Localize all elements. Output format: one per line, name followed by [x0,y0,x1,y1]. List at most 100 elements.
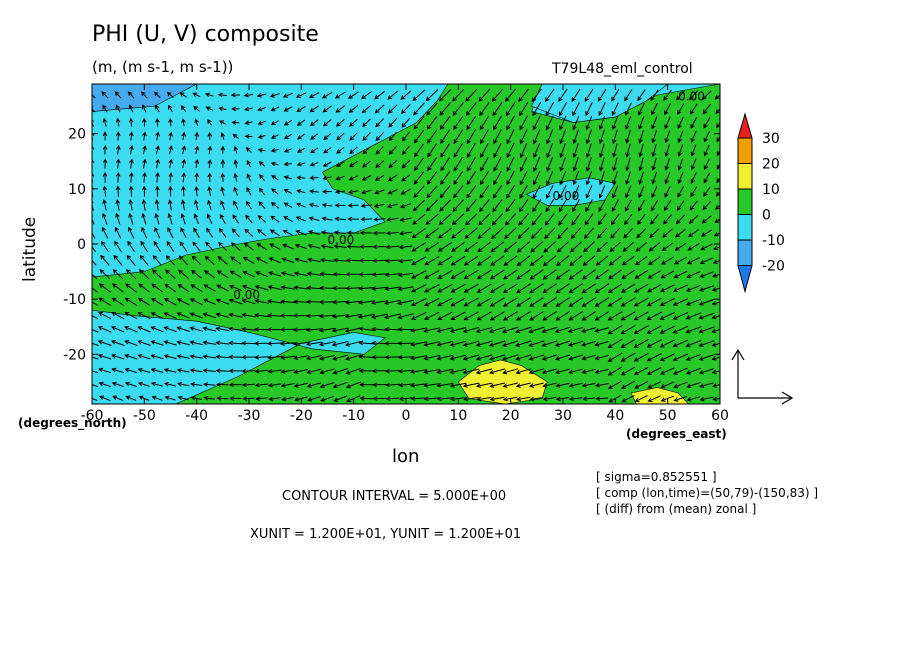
wind-vector [660,311,676,320]
wind-vector [639,157,644,171]
wind-vector [517,227,530,239]
wind-vector-head [218,241,223,247]
wind-vector-head [608,261,614,266]
wind-vector-head [359,230,365,236]
wind-vector-head [559,139,564,145]
wind-vector-head [659,301,665,306]
wind-vector [503,283,518,293]
wind-vector-head [620,371,626,376]
wind-vector-head [115,199,121,205]
wind-vector-head [194,199,199,205]
wind-vector-head [690,137,695,143]
wind-vector-head [176,354,182,359]
wind-vector-head [87,284,91,288]
wind-vector [246,187,252,196]
wind-vector-head [151,395,157,401]
wind-vector-head [202,340,208,346]
wind-vector-head [581,383,587,388]
wind-vector [335,218,346,221]
wind-vector [678,130,684,143]
wind-vector [713,397,720,400]
wind-vector [503,297,518,307]
wind-vector-head [179,241,185,247]
wind-vector-head [581,369,587,375]
wind-vector-head [192,92,198,97]
wind-vector-head [506,125,511,131]
wind-vector-head [546,153,551,159]
wind-vector [103,118,107,127]
wind-vector [115,105,121,113]
wind-vector [164,382,177,387]
wind-vector [127,241,135,253]
wind-vector [570,241,582,253]
wind-vector-head [480,139,485,145]
wind-vector [333,381,348,388]
wind-vector-head [203,270,209,275]
wind-vector [310,133,319,140]
wind-vector-head [155,172,160,177]
wind-vector-head [308,93,314,98]
wind-vector-head [659,370,665,375]
wind-vector [114,241,122,253]
wind-vector [169,132,172,141]
wind-vector-head [450,247,456,253]
wind-vector-head [358,368,364,374]
wind-vector [385,273,401,276]
wind-vector-head [358,340,364,346]
wind-vector [308,230,320,235]
wind-vector [451,297,466,307]
wind-vector [179,255,189,266]
x-axis-ticks: -60 -50 -40 -30 -20 -10 0 10 20 30 40 50 60 [81,84,729,424]
wind-vector [165,269,176,279]
wind-vector [464,269,479,279]
wind-vector [203,369,216,372]
wind-vector-head [86,368,90,372]
wind-vector-head [466,152,472,158]
wind-vector-head [86,382,90,386]
wind-vector [543,382,557,387]
wind-vector [490,241,505,253]
wind-vector-head [625,124,630,130]
wind-vector [156,200,159,211]
wind-vector-head [427,152,432,158]
wind-vector-head [450,274,456,279]
wind-vector [270,229,280,237]
wind-vector-head [98,381,104,387]
wind-vector [516,297,531,307]
wind-vector [465,88,478,102]
wind-vector-head [176,326,182,331]
wind-vector-head [542,275,548,280]
wind-vector [178,396,189,401]
wind-vector-head [410,382,416,388]
wind-vector-head [336,149,342,154]
wind-vector-head [502,316,508,321]
wind-vector [320,273,335,276]
wind-vector-head [256,243,262,248]
wind-vector [648,395,661,402]
wind-vector-head [475,356,481,361]
wind-vector-head [319,369,325,375]
wind-vector-head [361,94,366,100]
wind-vector [281,355,296,359]
wind-vector-head [231,106,237,112]
wind-vector-head [194,185,199,191]
wind-vector-head [572,153,578,159]
wind-vector [635,256,648,266]
wind-vector [412,89,426,101]
colorbar-band [737,239,753,266]
wind-vector [281,369,296,373]
wind-vector [599,129,605,144]
wind-vector-head [267,285,273,290]
wind-vector-head [698,356,704,361]
wind-vector-head [177,381,183,387]
wind-vector [400,90,412,100]
wind-vector [117,145,120,155]
wind-vector [515,340,532,347]
wind-vector [543,269,557,280]
wind-vector-head [181,158,187,164]
wind-vector [673,367,688,375]
wind-vector-head [359,382,364,388]
wind-vector [480,157,489,171]
wind-vector-head [293,271,299,276]
wind-vector-head [672,301,678,306]
